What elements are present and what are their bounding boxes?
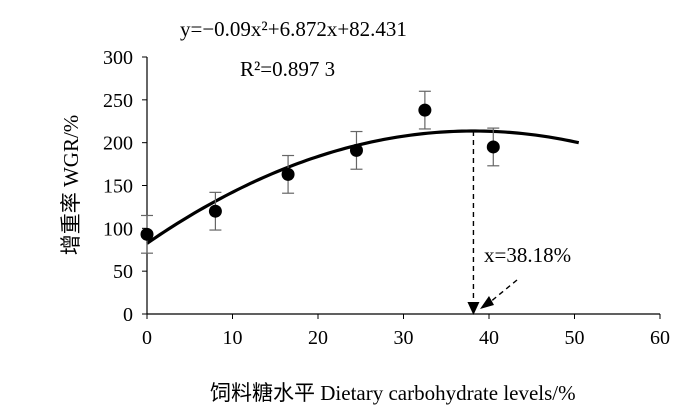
fit-curve [146, 129, 580, 245]
optimum-annotation: x=38.18% [467, 131, 571, 315]
x-tick-label: 30 [394, 327, 414, 349]
optimum-arrowhead [467, 302, 480, 315]
data-point [418, 103, 432, 117]
data-points [140, 90, 500, 254]
x-tick-label: 40 [479, 327, 499, 349]
fit-equation: y=−0.09x²+6.872x+82.431 [180, 17, 407, 41]
data-point [281, 167, 295, 181]
x-tick-label: 60 [650, 327, 670, 349]
data-point [140, 227, 154, 241]
equation-text: y=−0.09x²+6.872x+82.431 R²=0.897 3 [180, 17, 407, 81]
tick-labels: 0 10 20 30 40 50 60 0 50 100 150 200 250 300 [103, 47, 670, 349]
fit-curve-layer [146, 129, 580, 245]
x-tick-label: 0 [142, 327, 152, 349]
x-tick-label: 20 [308, 327, 328, 349]
y-tick-label: 50 [113, 261, 133, 283]
data-point [208, 204, 222, 218]
r-squared-label: R²=0.897 3 [240, 57, 335, 81]
optimum-label: x=38.18% [484, 243, 571, 267]
data-point [349, 143, 363, 157]
data-point [486, 140, 500, 154]
y-tick-label: 0 [123, 304, 133, 326]
x-tick-label: 10 [223, 327, 243, 349]
x-axis-title: 饲料糖水平 Dietary carbohydrate levels/% [210, 381, 576, 405]
y-axis-title: 增重率 WGR/% [59, 115, 83, 256]
label-pointer-arrowhead [480, 296, 494, 309]
y-tick-label: 300 [103, 47, 133, 69]
y-tick-label: 250 [103, 90, 133, 112]
label-pointer-line [488, 279, 518, 304]
x-tick-label: 50 [565, 327, 585, 349]
y-tick-label: 200 [103, 133, 133, 155]
y-tick-label: 150 [103, 176, 133, 198]
axes [146, 57, 660, 315]
y-tick-label: 100 [103, 218, 133, 240]
